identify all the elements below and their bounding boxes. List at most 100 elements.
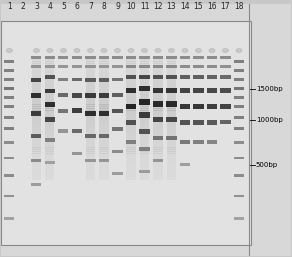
Bar: [139, 128, 150, 134]
Bar: [86, 141, 95, 143]
Bar: [153, 158, 163, 160]
Bar: [140, 108, 149, 111]
Bar: [153, 115, 163, 117]
Bar: [167, 141, 176, 143]
Ellipse shape: [114, 49, 121, 52]
Bar: [99, 178, 109, 180]
Bar: [167, 160, 176, 162]
Bar: [99, 86, 109, 88]
Bar: [99, 94, 109, 96]
Bar: [139, 75, 150, 79]
Bar: [153, 121, 163, 123]
Bar: [153, 123, 163, 125]
Bar: [167, 92, 176, 94]
Bar: [167, 106, 176, 109]
Bar: [140, 78, 149, 80]
Bar: [126, 80, 135, 82]
Bar: [126, 147, 135, 150]
Bar: [112, 127, 123, 131]
Bar: [140, 119, 149, 121]
Bar: [140, 74, 149, 76]
Bar: [85, 159, 95, 162]
Bar: [45, 88, 55, 90]
Bar: [4, 127, 15, 130]
Bar: [86, 176, 95, 178]
Bar: [167, 155, 176, 158]
Bar: [126, 176, 135, 178]
Text: 1: 1: [7, 2, 12, 11]
Bar: [86, 129, 95, 131]
Bar: [86, 78, 95, 80]
Bar: [58, 65, 69, 68]
Bar: [86, 145, 95, 148]
Bar: [32, 158, 41, 160]
Bar: [45, 137, 55, 139]
Bar: [99, 176, 109, 178]
Bar: [166, 56, 177, 59]
Bar: [167, 70, 176, 72]
Bar: [99, 115, 109, 117]
Bar: [4, 141, 15, 144]
Bar: [153, 106, 163, 109]
Bar: [86, 131, 95, 133]
Bar: [140, 61, 149, 63]
Bar: [1, 21, 251, 245]
Bar: [86, 90, 95, 92]
Bar: [31, 56, 41, 59]
Bar: [234, 69, 244, 72]
Bar: [32, 178, 41, 180]
Bar: [99, 100, 109, 103]
Bar: [126, 155, 135, 158]
Bar: [72, 78, 82, 81]
Bar: [112, 78, 123, 81]
Bar: [126, 96, 135, 98]
Bar: [32, 141, 41, 143]
Bar: [86, 94, 95, 96]
Bar: [167, 139, 176, 141]
Bar: [45, 151, 55, 154]
Bar: [32, 127, 41, 129]
Bar: [167, 71, 176, 74]
Bar: [99, 98, 109, 100]
Ellipse shape: [168, 49, 175, 52]
Bar: [45, 70, 55, 72]
Bar: [153, 66, 163, 68]
Bar: [153, 104, 163, 107]
Bar: [86, 86, 95, 88]
Text: 14: 14: [180, 2, 190, 11]
Bar: [112, 65, 123, 68]
Bar: [140, 129, 149, 131]
Bar: [86, 147, 95, 150]
Bar: [86, 117, 95, 119]
Bar: [32, 63, 41, 66]
Bar: [220, 75, 231, 79]
Bar: [193, 140, 204, 144]
Bar: [32, 115, 41, 117]
Bar: [86, 84, 95, 86]
Bar: [99, 65, 109, 68]
Bar: [4, 217, 15, 219]
Bar: [86, 160, 95, 162]
Bar: [31, 183, 41, 186]
Bar: [167, 119, 176, 121]
Bar: [153, 172, 163, 174]
Bar: [140, 115, 149, 117]
Bar: [45, 121, 55, 123]
Bar: [140, 121, 149, 123]
Bar: [234, 217, 244, 219]
Bar: [4, 96, 15, 99]
Bar: [99, 104, 109, 107]
Bar: [99, 113, 109, 115]
Bar: [86, 111, 95, 113]
Bar: [32, 100, 41, 103]
Bar: [112, 109, 123, 113]
Bar: [140, 149, 149, 152]
Bar: [99, 127, 109, 129]
Bar: [112, 56, 123, 59]
Bar: [167, 74, 176, 76]
Bar: [85, 93, 95, 98]
Text: 13: 13: [167, 2, 176, 11]
Bar: [140, 143, 149, 145]
Bar: [167, 137, 176, 139]
Bar: [32, 106, 41, 109]
